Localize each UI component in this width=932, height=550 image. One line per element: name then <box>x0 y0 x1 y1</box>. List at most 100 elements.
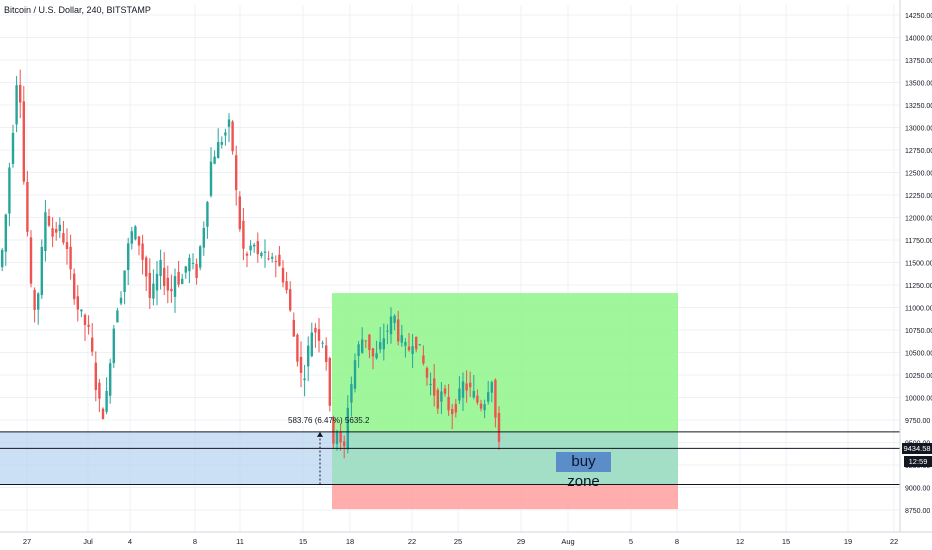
zone-stop <box>332 484 678 510</box>
candle-body <box>148 272 151 298</box>
candle-body <box>112 328 115 364</box>
price-tick-label: 12000.00 <box>905 216 932 223</box>
chart-zones <box>0 293 678 510</box>
candle-body <box>382 338 385 350</box>
candle-body <box>497 412 501 442</box>
candle-body <box>274 261 277 263</box>
candle-body <box>364 340 367 342</box>
candle-body <box>436 389 439 409</box>
time-tick-label: 19 <box>844 537 852 546</box>
price-tick-label: 10000.00 <box>905 396 932 403</box>
price-tick-label: 12500.00 <box>905 171 932 178</box>
time-tick-label: 27 <box>23 537 31 546</box>
candle-body <box>44 212 47 251</box>
candle-body <box>253 244 256 247</box>
measure-arrowhead <box>317 431 323 437</box>
candle-body <box>202 227 205 248</box>
price-axis: 8750.009000.009250.009500.009750.0010000… <box>899 0 932 550</box>
candle-body <box>397 319 400 342</box>
candle-body <box>109 363 112 396</box>
candle-body <box>134 226 137 240</box>
time-tick-label: 12 <box>736 537 744 546</box>
time-tick-label: 25 <box>454 537 462 546</box>
candle-body <box>47 216 51 226</box>
candle-body <box>242 220 245 249</box>
candle-body <box>296 334 299 362</box>
candle-body <box>130 231 133 244</box>
candle-body <box>76 296 79 310</box>
time-tick-label: 18 <box>346 537 354 546</box>
horizontal-lines <box>0 431 900 485</box>
candle-body <box>155 273 159 291</box>
candle-body <box>227 119 231 127</box>
candle-body <box>15 85 18 125</box>
zone-target <box>332 293 678 432</box>
candle-body <box>400 335 403 343</box>
time-tick-label: 8 <box>675 537 679 546</box>
candle-body <box>443 388 447 394</box>
candle-body <box>285 281 288 291</box>
price-tick-label: 9000.00 <box>905 486 930 493</box>
candle-body <box>289 289 292 311</box>
candle-body <box>292 319 295 337</box>
time-tick-label: 15 <box>782 537 790 546</box>
candle-body <box>314 327 317 333</box>
candle-body <box>37 293 40 310</box>
candle-body <box>281 267 285 283</box>
candle-body <box>26 181 29 232</box>
candle-body <box>328 358 331 406</box>
candle-body <box>73 273 76 300</box>
candle-body <box>137 236 141 246</box>
candle-body <box>361 339 364 353</box>
candle-body <box>375 353 378 359</box>
candle-body <box>353 360 357 389</box>
candle-body <box>476 395 479 403</box>
candle-body <box>170 288 173 292</box>
candle-body <box>271 256 274 259</box>
candle-body <box>465 383 468 391</box>
time-axis-bg <box>0 532 932 550</box>
zone-overlap <box>332 431 678 485</box>
candle-body <box>389 316 393 335</box>
candle-body <box>458 388 461 401</box>
candle-body <box>80 309 83 312</box>
candle-body <box>454 404 457 413</box>
candle-body <box>213 156 216 164</box>
candle-body <box>173 276 177 297</box>
candle-body <box>425 367 429 378</box>
price-tick-label: 10250.00 <box>905 373 932 380</box>
candle-body <box>29 237 33 284</box>
candle-body <box>184 266 187 273</box>
candle-body <box>307 345 310 367</box>
candle-body <box>411 346 414 354</box>
candle-body <box>8 167 11 214</box>
candle-body <box>483 404 486 411</box>
candle-body <box>368 334 371 351</box>
candle-body <box>472 391 475 398</box>
candle-body <box>159 259 162 277</box>
candle-body <box>407 346 411 351</box>
candle-body <box>145 257 148 277</box>
price-tick-label: 11500.00 <box>905 261 932 268</box>
candle-body <box>325 345 328 362</box>
buy-zone-label: buy zone <box>556 452 611 490</box>
candle-body <box>4 214 7 252</box>
price-tick-label: 12250.00 <box>905 193 932 200</box>
time-tick-label: Jul <box>83 537 93 546</box>
candle-body <box>217 142 220 159</box>
measure-tool <box>317 431 323 485</box>
measure-label: 583.76 (6.47%) 5635.2 <box>288 416 370 425</box>
candle-body <box>357 344 360 357</box>
candle-body <box>1 249 4 268</box>
candle-body <box>461 381 465 398</box>
time-tick-label: 11 <box>236 537 244 546</box>
price-tick-label: 10500.00 <box>905 351 932 358</box>
candle-body <box>479 403 483 409</box>
candle-body <box>166 277 169 291</box>
candle-body <box>415 336 418 350</box>
candle-body <box>335 431 339 445</box>
price-tick-label: 14250.00 <box>905 13 932 20</box>
candle-body <box>177 271 180 285</box>
countdown-tag: 12:59 <box>904 456 932 467</box>
